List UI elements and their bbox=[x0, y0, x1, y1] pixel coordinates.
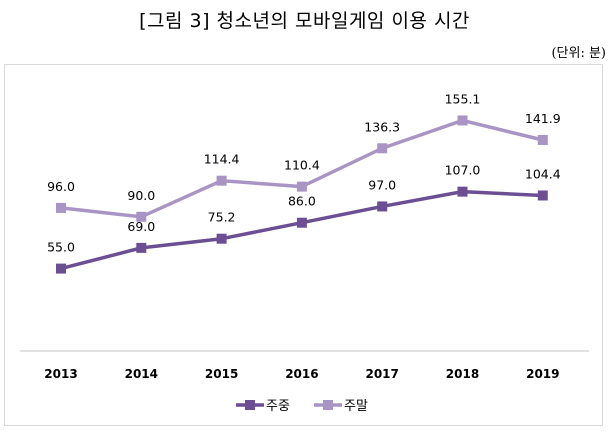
data-point bbox=[377, 201, 388, 212]
data-label: 90.0 bbox=[127, 188, 155, 203]
data-label: 110.4 bbox=[284, 158, 320, 173]
data-point bbox=[216, 175, 227, 186]
data-point bbox=[537, 190, 548, 201]
legend-item-weekend: 주말 bbox=[314, 399, 368, 414]
data-point bbox=[56, 263, 66, 274]
data-point bbox=[457, 186, 468, 197]
data-point bbox=[296, 217, 307, 228]
data-label: 136.3 bbox=[364, 119, 400, 134]
series-weekend: 96.0 90.0 114.4 110.4 136.3 155.1 141.9 bbox=[47, 91, 561, 222]
legend-square-marker bbox=[245, 400, 255, 410]
data-label: 104.4 bbox=[525, 166, 561, 181]
series-weekday: 55.0 69.0 75.2 86.0 97.0 107.0 104.4 bbox=[47, 163, 561, 274]
data-label: 107.0 bbox=[445, 163, 481, 178]
legend-item-weekday: 주중 bbox=[236, 399, 290, 414]
data-label: 97.0 bbox=[368, 177, 396, 192]
x-tick-label: 2016 bbox=[285, 367, 318, 381]
data-point bbox=[296, 181, 307, 192]
data-point bbox=[136, 242, 147, 253]
data-label: 114.4 bbox=[204, 152, 240, 167]
data-label: 75.2 bbox=[208, 210, 236, 225]
x-tick-label: 2014 bbox=[125, 367, 158, 381]
x-tick-label: 2013 bbox=[44, 367, 77, 381]
legend-label: 주중 bbox=[266, 399, 290, 414]
x-tick-label: 2015 bbox=[205, 367, 238, 381]
legend: 주중 주말 bbox=[236, 399, 368, 414]
data-label: 86.0 bbox=[288, 194, 316, 209]
data-label: 55.0 bbox=[47, 240, 75, 255]
data-point bbox=[537, 134, 548, 145]
x-tick-label: 2018 bbox=[446, 367, 479, 381]
data-label: 155.1 bbox=[445, 91, 481, 106]
legend-label: 주말 bbox=[344, 399, 368, 414]
data-point bbox=[136, 211, 147, 222]
data-label: 96.0 bbox=[47, 179, 75, 194]
x-tick-label: 2019 bbox=[526, 367, 559, 381]
legend-square-marker bbox=[323, 400, 333, 410]
data-point bbox=[457, 115, 468, 126]
x-axis-ticks: 2013 2014 2015 2016 2017 2018 2019 bbox=[44, 367, 559, 381]
data-point bbox=[216, 233, 227, 244]
data-label: 141.9 bbox=[525, 111, 561, 126]
data-point bbox=[56, 202, 66, 213]
unit-label: (단위: 분) bbox=[551, 46, 606, 61]
x-tick-label: 2017 bbox=[365, 367, 398, 381]
series-group: 55.0 69.0 75.2 86.0 97.0 107.0 104.4 96.0 90.0 11… bbox=[47, 91, 561, 274]
data-point bbox=[377, 143, 388, 154]
chart-frame bbox=[4, 64, 603, 426]
chart-title: [그림 3] 청소년의 모바일게임 이용 시간 bbox=[139, 10, 470, 32]
data-label: 69.0 bbox=[127, 219, 155, 234]
